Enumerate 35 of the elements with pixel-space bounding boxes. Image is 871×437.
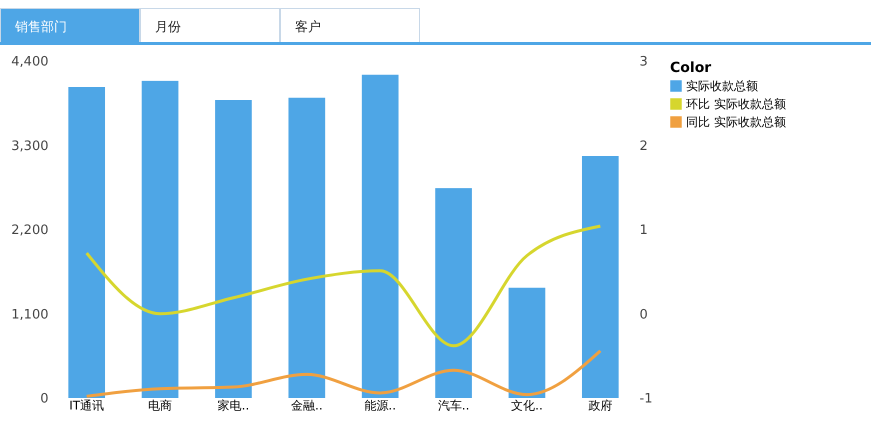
text: 客户 bbox=[280, 8, 420, 42]
y2-tick-label: 1 bbox=[640, 223, 648, 238]
y-tick-label: 3,300 bbox=[11, 138, 48, 154]
legend-label: 同比 实际收款总额 bbox=[686, 115, 786, 129]
x-tick-label: 政府 bbox=[588, 398, 612, 412]
bar bbox=[142, 80, 178, 398]
text: 月份 bbox=[140, 8, 280, 42]
y-tick-label: 0 bbox=[40, 392, 48, 406]
y2-tick-label: -1 bbox=[640, 392, 652, 406]
y2-tick-label: 3 bbox=[640, 54, 648, 70]
x-tick-label: 文化.. bbox=[511, 398, 543, 412]
y2-tick-label: 2 bbox=[640, 138, 648, 154]
x-tick-label: 能源.. bbox=[364, 398, 396, 412]
line-series bbox=[85, 224, 602, 348]
bar bbox=[288, 98, 326, 398]
bar bbox=[508, 288, 546, 398]
legend-label: 环比 实际收款总额 bbox=[686, 97, 786, 111]
bar bbox=[362, 74, 399, 398]
x-tick-label: 金融.. bbox=[290, 398, 323, 412]
y-tick-label: 4,400 bbox=[11, 54, 48, 70]
y2-tick-label: 0 bbox=[640, 307, 648, 322]
x-tick-label: IT通讯 bbox=[69, 398, 104, 412]
legend-label: 实际收款总额 bbox=[686, 79, 758, 93]
x-tick-label: 家电.. bbox=[218, 398, 250, 412]
y-tick-label: 1,100 bbox=[11, 307, 48, 322]
legend-title: Color bbox=[670, 60, 712, 76]
y-tick-label: 2,200 bbox=[11, 223, 48, 238]
x-tick-label: 汽车.. bbox=[438, 398, 470, 412]
line-series bbox=[85, 349, 602, 398]
bar bbox=[215, 100, 252, 398]
bar bbox=[68, 87, 106, 398]
bar bbox=[582, 156, 619, 398]
bar bbox=[435, 188, 472, 398]
text: 销售部门 bbox=[0, 8, 140, 42]
x-tick-label: 电商 bbox=[148, 398, 172, 412]
